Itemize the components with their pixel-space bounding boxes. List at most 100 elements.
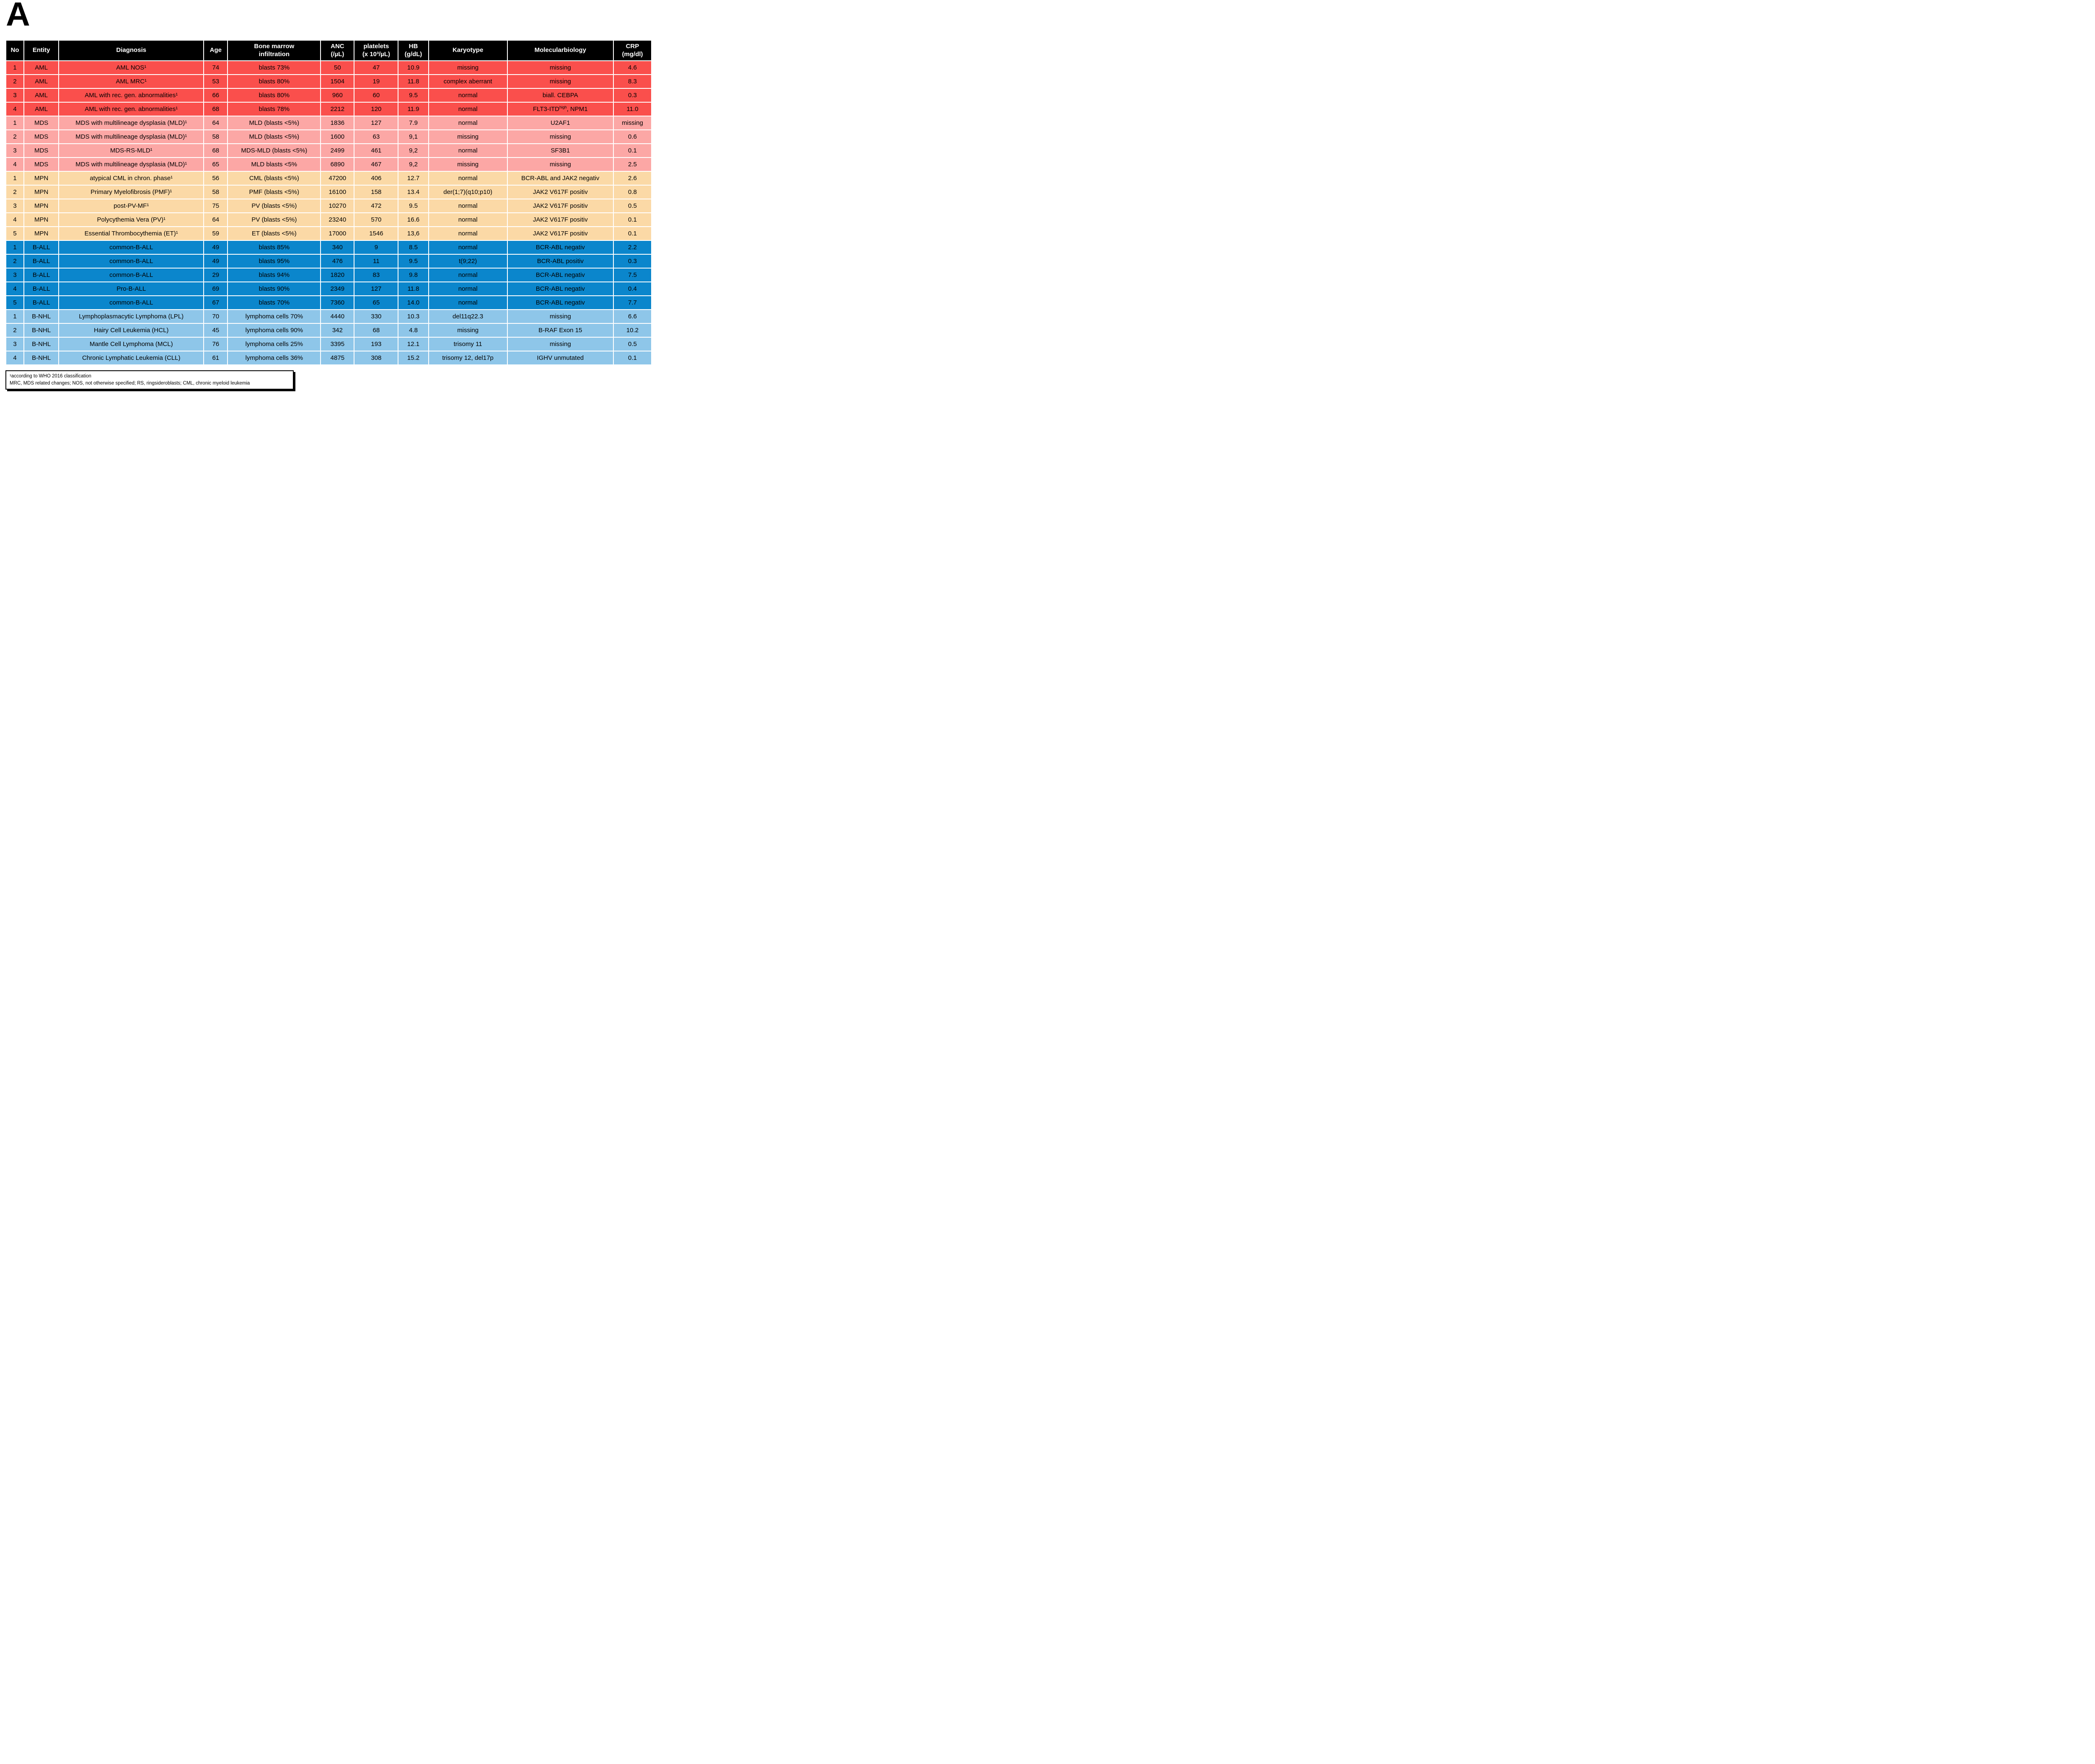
cell-anc: 342 (320, 323, 355, 338)
cell-molecularbiology: missing (507, 129, 614, 144)
column-header-anc: ANC (/µL) (320, 40, 355, 61)
table-row: 5 B-ALL common-B-ALL 67 blasts 70% 7360 … (5, 295, 652, 310)
cell-karyotype: normal (428, 212, 508, 227)
cell-crp: 7.5 (613, 268, 652, 282)
cell-karyotype: missing (428, 60, 508, 75)
cell-hb: 10.9 (398, 60, 429, 75)
cell-anc: 23240 (320, 212, 355, 227)
cell-hb: 12.1 (398, 337, 429, 351)
cell-hb: 9.5 (398, 199, 429, 213)
cell-entity: MPN (23, 185, 59, 199)
column-header-molecularbiology: Molecularbiology (507, 40, 614, 61)
header-row: No Entity Diagnosis Age Bone marrow infil… (5, 40, 652, 61)
cell-molecularbiology: BCR-ABL negativ (507, 268, 614, 282)
cell-bone-marrow-infiltration: blasts 94% (227, 268, 321, 282)
cell-entity: B-NHL (23, 337, 59, 351)
cell-karyotype: normal (428, 116, 508, 130)
table-row: 2 MDS MDS with multilineage dysplasia (M… (5, 129, 652, 144)
cell-karyotype: missing (428, 323, 508, 338)
table-row: 1 MPN atypical CML in chron. phase¹ 56 C… (5, 171, 652, 186)
cell-platelets: 120 (354, 102, 399, 116)
header-label: Molecularbiology (534, 46, 586, 54)
cell-anc: 1836 (320, 116, 355, 130)
cell-hb: 7.9 (398, 116, 429, 130)
header-label-line2: (/µL) (331, 50, 344, 58)
cell-crp: 0.1 (613, 143, 652, 158)
cell-hb: 8.5 (398, 240, 429, 255)
cell-age: 58 (203, 185, 228, 199)
cell-molecularbiology: BCR-ABL positiv (507, 254, 614, 269)
cell-bone-marrow-infiltration: lymphoma cells 36% (227, 351, 321, 365)
cell-no: 5 (5, 226, 25, 241)
cell-hb: 9,2 (398, 143, 429, 158)
cell-crp: 0.3 (613, 88, 652, 103)
cell-diagnosis: common-B-ALL (58, 240, 204, 255)
cell-anc: 50 (320, 60, 355, 75)
cell-molecularbiology: JAK2 V617F positiv (507, 212, 614, 227)
cell-bone-marrow-infiltration: PMF (blasts <5%) (227, 185, 321, 199)
cell-hb: 11.8 (398, 282, 429, 296)
header-label: platelets (363, 42, 389, 50)
cell-entity: B-ALL (23, 268, 59, 282)
cell-platelets: 83 (354, 268, 399, 282)
cell-age: 76 (203, 337, 228, 351)
cell-crp: 0.1 (613, 226, 652, 241)
column-header-entity: Entity (23, 40, 59, 61)
cell-karyotype: der(1;7)(q10;p10) (428, 185, 508, 199)
cell-age: 49 (203, 240, 228, 255)
column-header-diagnosis: Diagnosis (58, 40, 204, 61)
cell-bone-marrow-infiltration: ET (blasts <5%) (227, 226, 321, 241)
cell-no: 1 (5, 240, 25, 255)
cell-molecularbiology: JAK2 V617F positiv (507, 226, 614, 241)
cell-diagnosis: atypical CML in chron. phase¹ (58, 171, 204, 186)
cell-anc: 4440 (320, 309, 355, 324)
cell-platelets: 127 (354, 282, 399, 296)
cell-no: 3 (5, 268, 25, 282)
cell-platelets: 47 (354, 60, 399, 75)
cell-karyotype: normal (428, 282, 508, 296)
cell-no: 2 (5, 254, 25, 269)
cell-hb: 9.5 (398, 254, 429, 269)
cell-diagnosis: common-B-ALL (58, 268, 204, 282)
cell-karyotype: normal (428, 226, 508, 241)
cell-anc: 47200 (320, 171, 355, 186)
cell-karyotype: normal (428, 102, 508, 116)
cell-molecularbiology: U2AF1 (507, 116, 614, 130)
cell-diagnosis: MDS with multilineage dysplasia (MLD)¹ (58, 157, 204, 172)
cell-diagnosis: Polycythemia Vera (PV)¹ (58, 212, 204, 227)
cell-entity: AML (23, 60, 59, 75)
table-row: 2 B-NHL Hairy Cell Leukemia (HCL) 45 lym… (5, 323, 652, 338)
cell-hb: 13,6 (398, 226, 429, 241)
header-label: No (10, 46, 19, 54)
column-header-hb: HB (g/dL) (398, 40, 429, 61)
cell-bone-marrow-infiltration: lymphoma cells 90% (227, 323, 321, 338)
cell-crp: 0.5 (613, 199, 652, 213)
table-row: 4 B-NHL Chronic Lymphatic Leukemia (CLL)… (5, 351, 652, 365)
cell-entity: B-ALL (23, 254, 59, 269)
cell-platelets: 330 (354, 309, 399, 324)
cell-bone-marrow-infiltration: blasts 90% (227, 282, 321, 296)
table-row: 5 MPN Essential Thrombocythemia (ET)¹ 59… (5, 226, 652, 241)
cell-age: 69 (203, 282, 228, 296)
cell-bone-marrow-infiltration: blasts 70% (227, 295, 321, 310)
cell-hb: 9.5 (398, 88, 429, 103)
cell-platelets: 570 (354, 212, 399, 227)
cell-molecularbiology: FLT3-ITDhigh, NPM1 (507, 102, 614, 116)
cell-karyotype: normal (428, 199, 508, 213)
table-row: 2 MPN Primary Myelofibrosis (PMF)¹ 58 PM… (5, 185, 652, 199)
header-label: Age (210, 46, 222, 54)
cell-no: 1 (5, 60, 25, 75)
cell-platelets: 406 (354, 171, 399, 186)
cell-platelets: 11 (354, 254, 399, 269)
table-row: 1 MDS MDS with multilineage dysplasia (M… (5, 116, 652, 130)
cell-molecularbiology: JAK2 V617F positiv (507, 185, 614, 199)
cell-no: 5 (5, 295, 25, 310)
cell-diagnosis: Lymphoplasmacytic Lymphoma (LPL) (58, 309, 204, 324)
cell-bone-marrow-infiltration: PV (blasts <5%) (227, 199, 321, 213)
cell-anc: 7360 (320, 295, 355, 310)
header-label: CRP (626, 42, 639, 50)
cell-diagnosis: Chronic Lymphatic Leukemia (CLL) (58, 351, 204, 365)
cell-anc: 4875 (320, 351, 355, 365)
cell-age: 65 (203, 157, 228, 172)
cell-diagnosis: MDS-RS-MLD¹ (58, 143, 204, 158)
